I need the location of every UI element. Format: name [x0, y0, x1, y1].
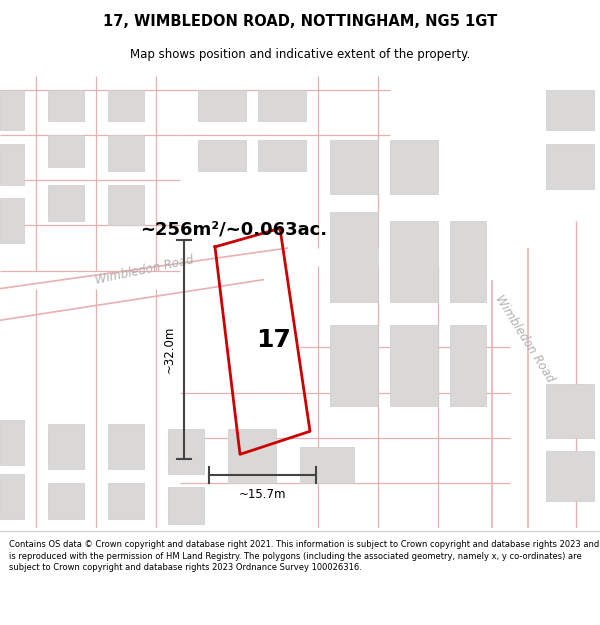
Bar: [0, 198, 24, 244]
Bar: [258, 139, 306, 171]
Text: ~256m²/~0.063ac.: ~256m²/~0.063ac.: [140, 221, 328, 239]
Text: Wimbledon Road: Wimbledon Road: [493, 292, 557, 384]
Bar: [330, 325, 378, 406]
Bar: [330, 139, 378, 194]
Bar: [228, 429, 276, 483]
Bar: [450, 325, 486, 406]
Bar: [48, 135, 84, 167]
Bar: [546, 451, 594, 501]
Bar: [168, 429, 204, 474]
Text: ~15.7m: ~15.7m: [239, 489, 286, 501]
Text: 17, WIMBLEDON ROAD, NOTTINGHAM, NG5 1GT: 17, WIMBLEDON ROAD, NOTTINGHAM, NG5 1GT: [103, 14, 497, 29]
Bar: [108, 90, 144, 121]
Bar: [390, 221, 438, 302]
Bar: [48, 90, 84, 121]
Bar: [0, 144, 24, 185]
Bar: [450, 221, 486, 302]
Bar: [0, 419, 24, 465]
Bar: [330, 212, 378, 302]
Bar: [168, 488, 204, 524]
Text: Map shows position and indicative extent of the property.: Map shows position and indicative extent…: [130, 48, 470, 61]
Text: Contains OS data © Crown copyright and database right 2021. This information is : Contains OS data © Crown copyright and d…: [9, 540, 599, 572]
Bar: [546, 144, 594, 189]
Bar: [108, 483, 144, 519]
Bar: [108, 185, 144, 226]
Text: Wimbledon Road: Wimbledon Road: [94, 254, 194, 288]
Bar: [108, 424, 144, 469]
Bar: [108, 135, 144, 171]
Bar: [48, 424, 84, 469]
Bar: [48, 483, 84, 519]
Bar: [258, 90, 306, 121]
Bar: [48, 185, 84, 221]
Bar: [198, 139, 246, 171]
Bar: [390, 139, 438, 194]
Bar: [198, 90, 246, 121]
Text: ~32.0m: ~32.0m: [163, 326, 175, 373]
Bar: [300, 447, 354, 483]
Bar: [390, 325, 438, 406]
Bar: [546, 384, 594, 438]
Text: 17: 17: [256, 328, 290, 352]
Bar: [0, 90, 24, 131]
Bar: [0, 474, 24, 519]
Bar: [546, 90, 594, 131]
